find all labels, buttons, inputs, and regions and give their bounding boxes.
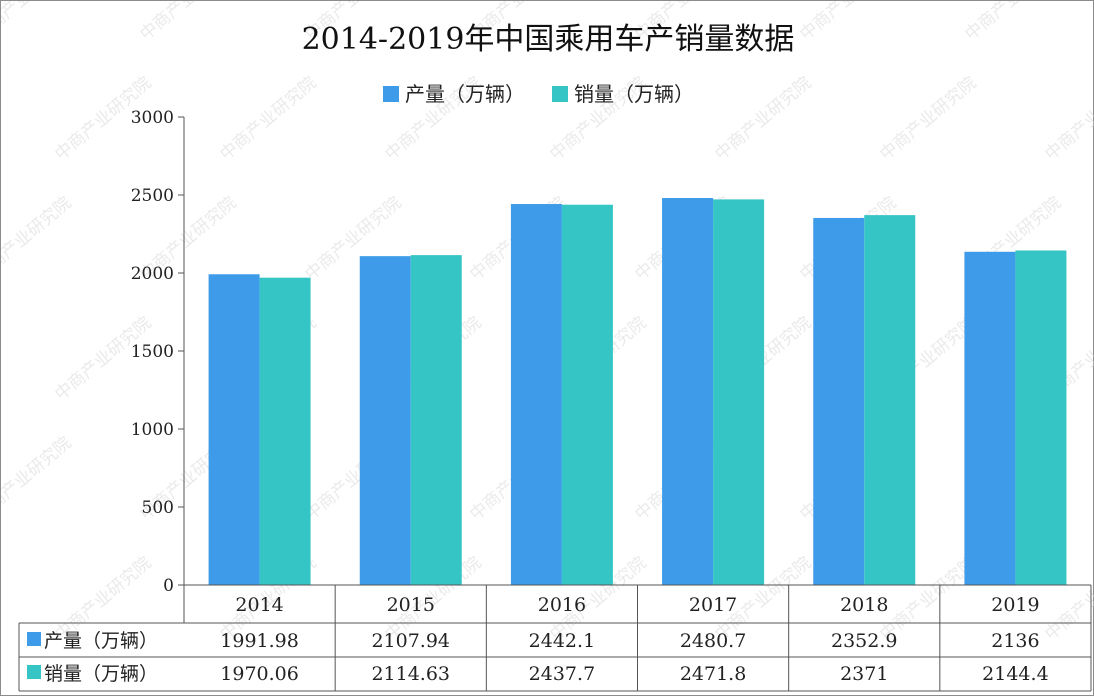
bar-2019-series-2 [1015,250,1067,585]
table-cell: 2352.9 [831,630,897,652]
bar-2014-series-2 [259,277,311,585]
table-cell: 2107.94 [371,630,450,652]
table-row-swatch-2 [27,665,41,679]
y-axis: 0 500 1000 1500 2000 2500 3000 [131,108,185,623]
table-cell: 2371 [840,663,888,685]
watermark-text: 中商产业研究院 [216,73,320,165]
table-row-header-2: 销量（万辆） [44,663,158,685]
table-cell: 2144.4 [982,663,1048,685]
x-category-label: 2018 [840,594,888,616]
y-tick-label: 2000 [131,264,174,284]
table-row-header-1: 产量（万辆） [44,630,158,652]
table-cell: 2471.8 [680,663,746,685]
legend-swatch-1 [383,86,399,102]
bar-2016-series-1 [510,204,562,585]
x-category-label: 2016 [538,594,586,616]
table-cell: 2442.1 [529,630,595,652]
watermark-text: 中商产业研究院 [1041,73,1094,165]
bar-2017-series-2 [713,199,765,585]
y-tick-label: 2500 [131,186,174,206]
bar-2014-series-1 [208,274,260,585]
legend-swatch-2 [552,86,568,102]
watermark-text: 中商产业研究院 [1,193,75,285]
bar-2015-series-1 [359,256,411,585]
watermark-text: 中商产业研究院 [1,1,75,45]
legend-label-2: 销量（万辆） [574,82,694,106]
y-tick-label: 3000 [131,108,174,128]
watermark-text: 中商产业研究院 [961,1,1065,45]
table-cell: 2136 [991,630,1039,652]
table-row-swatch-1 [27,632,41,646]
legend: 产量（万辆） 销量（万辆） [383,82,694,106]
bar-2015-series-2 [410,255,462,585]
watermark-text: 中商产业研究院 [136,1,240,45]
legend-label-1: 产量（万辆） [405,82,525,106]
table-cell: 1991.98 [220,630,299,652]
table-cell: 2114.63 [371,663,450,685]
y-tick-label: 1500 [131,342,174,362]
y-tick-label: 0 [163,576,174,596]
data-table: 2014 2015 2016 2017 2018 2019 产量（万辆） 1991.98 210… [18,584,1092,692]
bar-2019-series-1 [964,251,1016,585]
chart-title: 2014-2019年中国乘用车产销量数据 [302,22,795,57]
watermark-text: 中商产业研究院 [711,73,815,165]
table-cell: 2437.7 [529,663,595,685]
y-tick-label: 1000 [131,420,174,440]
watermark-text: 中商产业研究院 [1,433,75,525]
watermark-text: 中商产业研究院 [796,1,900,45]
bars [208,198,1067,585]
x-category-label: 2017 [689,594,737,616]
bar-2016-series-2 [561,204,613,585]
x-category-label: 2014 [235,594,283,616]
watermark-text: 中商产业研究院 [876,73,980,165]
x-category-label: 2015 [387,594,435,616]
table-cell: 1970.06 [220,663,299,685]
bar-2017-series-1 [662,198,714,585]
bar-2018-series-1 [813,217,865,585]
x-category-label: 2019 [991,594,1039,616]
y-tick-label: 500 [142,498,174,518]
table-cell: 2480.7 [680,630,746,652]
bar-2018-series-2 [864,215,916,585]
